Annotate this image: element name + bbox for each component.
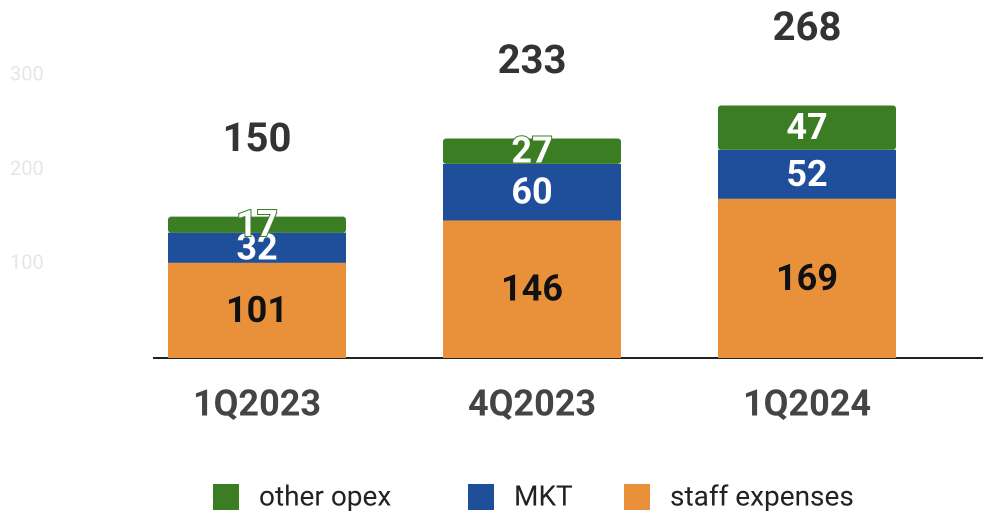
x-tick-label: 4Q2023 [468,383,596,425]
bar-segment [718,105,896,150]
y-tick-label: 300 [10,62,44,86]
bar-segment [168,262,346,358]
segment-label: 52 [786,153,827,195]
legend-label: other opex [259,479,391,512]
y-tick-label: 100 [10,250,44,274]
legend-label: staff expenses [670,479,854,512]
total-label: 150 [223,114,292,161]
x-tick-label: 1Q2023 [193,383,321,425]
legend-swatch [624,484,650,510]
bar-segment [718,149,896,199]
segment-label: 101 [226,289,288,331]
bar-segment [443,163,621,221]
legend-label: MKT [514,479,573,512]
segment-label: 60 [511,171,552,213]
segment-label: 17 [236,203,277,245]
segment-label: 169 [776,257,838,299]
x-tick-label: 1Q2024 [743,383,871,425]
y-tick-label: 200 [10,156,44,180]
bar-segment [168,232,346,263]
legend-swatch [468,484,494,510]
bar-segment [443,220,621,358]
segment-label: 27 [511,130,552,172]
bar-segment [443,138,621,164]
bar-segment [718,198,896,358]
segment-label: 32 [236,226,277,268]
segment-label: 47 [786,106,827,148]
total-label: 268 [773,3,842,50]
segment-label: 146 [501,268,563,310]
bar-segment [168,216,346,233]
total-label: 233 [498,36,567,83]
legend-swatch [213,484,239,510]
